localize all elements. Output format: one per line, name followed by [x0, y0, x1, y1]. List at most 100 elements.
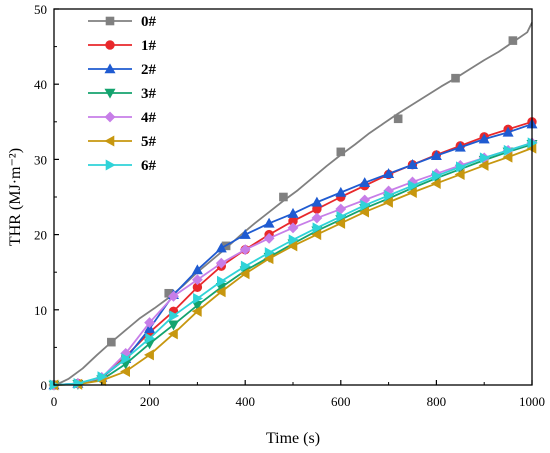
data-point	[454, 141, 466, 152]
data-point	[406, 186, 417, 198]
data-point	[455, 161, 466, 173]
data-point	[120, 365, 130, 377]
x-tick-label: 400	[235, 394, 255, 409]
y-tick-label: 20	[34, 228, 47, 243]
data-point	[479, 152, 490, 164]
y-axis-title: THR (MJ·m⁻²)	[7, 148, 24, 246]
data-point	[408, 180, 419, 192]
legend-label: 6#	[141, 158, 157, 174]
data-point	[263, 253, 274, 265]
data-point	[393, 114, 403, 124]
data-point	[97, 371, 108, 383]
y-tick-label: 10	[34, 303, 47, 318]
data-point	[451, 73, 460, 83]
data-point	[144, 317, 156, 329]
data-point	[336, 211, 347, 223]
plot-frame	[53, 8, 533, 386]
data-point	[382, 196, 393, 208]
data-point	[336, 147, 346, 157]
data-point	[263, 217, 275, 228]
axis-ticks: 0 200 400 600 800 1000 0 10 20 30 40 50	[34, 2, 545, 409]
y-tick-label: 50	[34, 2, 47, 17]
legend-label: 5#	[141, 134, 157, 150]
legend-label: 1#	[141, 38, 157, 54]
x-tick-label: 0	[51, 394, 58, 409]
y-tick-label: 30	[34, 152, 47, 167]
data-point	[121, 353, 132, 365]
data-point	[288, 234, 299, 246]
y-tick-label: 40	[34, 77, 47, 92]
data-point	[215, 286, 226, 298]
x-tick-label: 1000	[519, 394, 545, 409]
data-point	[335, 217, 346, 229]
data-point	[279, 192, 288, 202]
data-point	[73, 377, 84, 390]
legend-marker	[104, 135, 115, 147]
legend-marker	[105, 16, 115, 26]
data-point	[503, 144, 514, 156]
legend-label: 2#	[141, 62, 157, 78]
series-1	[49, 117, 537, 390]
data-point	[107, 337, 116, 347]
data-point	[264, 247, 275, 259]
legend-item: 4#	[88, 110, 157, 126]
data-point	[169, 310, 180, 322]
data-point	[167, 320, 180, 331]
series-6	[49, 137, 538, 391]
x-tick-label: 600	[331, 394, 351, 409]
legend-item: 2#	[88, 62, 157, 78]
data-point	[312, 222, 323, 234]
data-point	[478, 159, 489, 171]
data-point	[311, 212, 323, 224]
data-point	[502, 126, 514, 137]
data-point	[217, 275, 227, 287]
legend-marker	[105, 40, 115, 50]
y-tick-label: 0	[41, 378, 48, 393]
data-point	[383, 168, 395, 178]
data-point	[191, 264, 203, 275]
series-line	[53, 22, 533, 386]
series-2	[48, 118, 538, 390]
legend-marker	[104, 63, 116, 74]
data-point	[263, 232, 275, 244]
data-point	[168, 290, 179, 302]
data-point	[359, 206, 370, 218]
data-point	[478, 133, 490, 144]
data-point	[384, 189, 395, 202]
data-point	[430, 177, 441, 189]
legend-label: 3#	[141, 86, 157, 102]
data-point	[335, 186, 347, 197]
legend-item: 1#	[88, 38, 157, 54]
data-point	[240, 260, 251, 272]
data-point	[191, 274, 203, 286]
data-point	[191, 305, 202, 317]
x-axis-title: Time (s)	[266, 430, 320, 447]
legend-item: 0#	[88, 14, 157, 30]
data-point	[287, 240, 298, 252]
legend-marker	[104, 111, 116, 123]
series-0	[49, 22, 533, 390]
x-tick-label: 800	[427, 394, 447, 409]
data-point	[502, 151, 513, 163]
data-point	[311, 196, 323, 207]
data-point	[145, 332, 156, 344]
data-point	[193, 293, 204, 305]
data-point	[454, 168, 465, 180]
data-point	[360, 199, 371, 211]
data-point	[239, 228, 251, 239]
legend-item: 5#	[88, 134, 157, 150]
data-point	[287, 222, 299, 234]
data-layer	[48, 22, 538, 391]
data-point	[215, 242, 227, 253]
data-point	[359, 177, 371, 188]
data-point	[508, 36, 518, 45]
legend-item: 3#	[88, 86, 157, 102]
legend-item: 6#	[88, 158, 157, 174]
data-point	[287, 207, 299, 218]
data-point	[239, 268, 250, 280]
legend: 0# 1# 2# 3# 4# 5# 6#	[88, 14, 157, 174]
data-point	[215, 257, 227, 269]
data-point	[311, 229, 322, 241]
data-point	[432, 170, 443, 182]
